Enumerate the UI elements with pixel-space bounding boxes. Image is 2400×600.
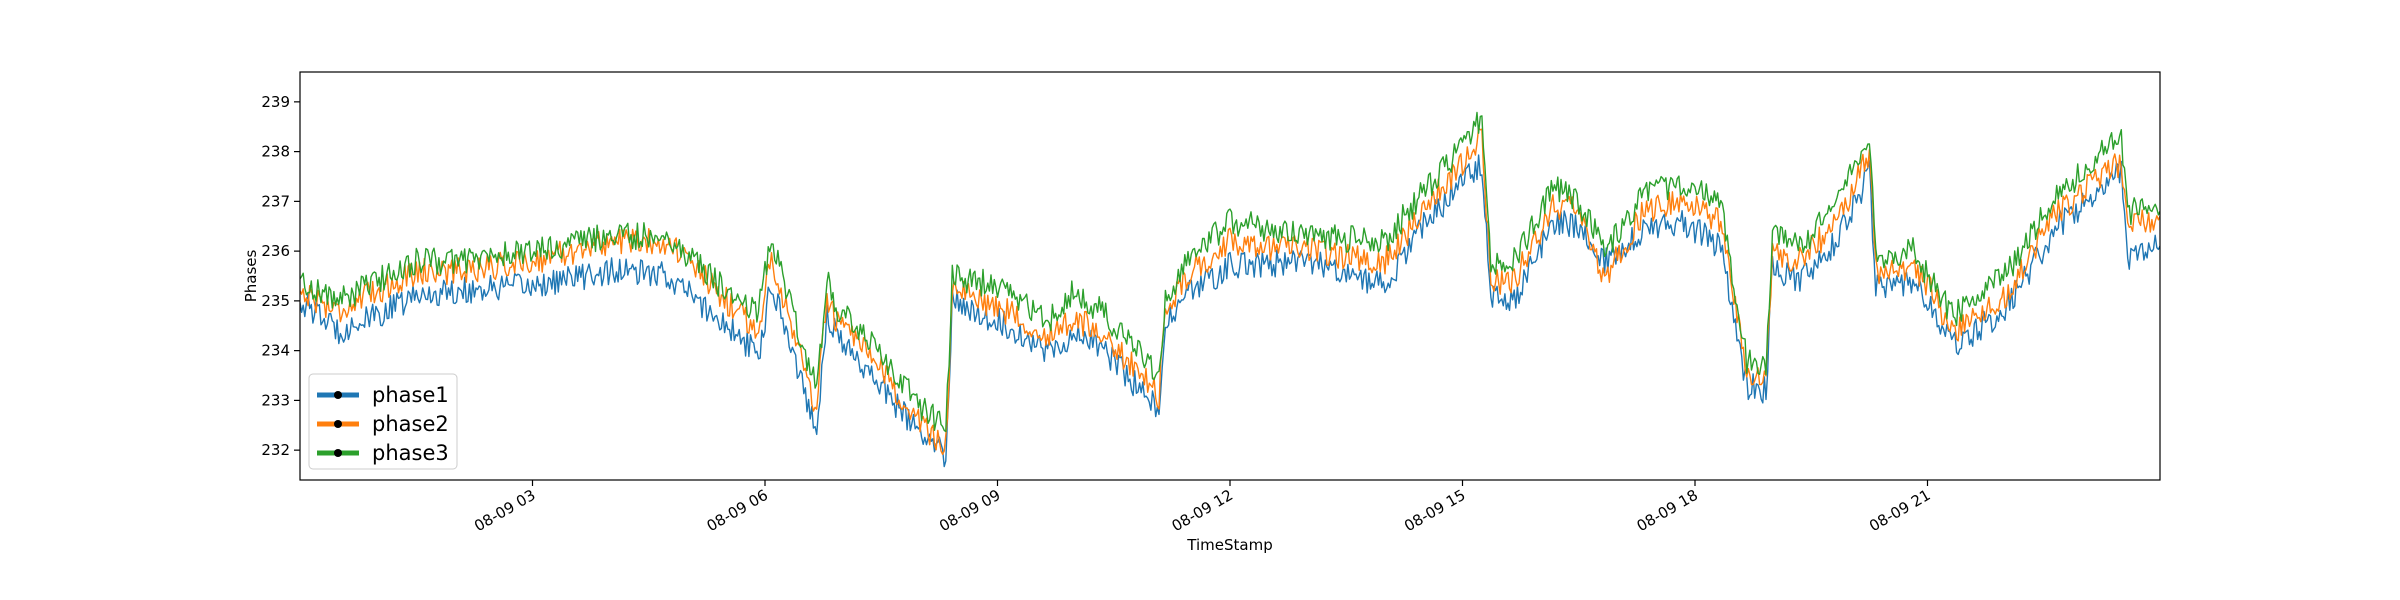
- y-axis-label: Phases: [242, 250, 260, 303]
- legend-box: [308, 373, 458, 470]
- x-tick-label: 08-09 18: [1634, 486, 1701, 535]
- series-line-phase2: [300, 127, 2160, 455]
- y-tick-label: 236: [261, 242, 290, 260]
- y-tick-label: 239: [261, 93, 290, 111]
- legend-marker-phase3: [334, 449, 342, 457]
- series-line-phase3: [300, 111, 2160, 433]
- x-tick-label: 08-09 21: [1866, 486, 1933, 535]
- x-tick-label: 08-09 09: [936, 486, 1003, 535]
- legend: phase1 phase2 phase3: [308, 373, 458, 470]
- y-tick-label: 238: [261, 143, 290, 161]
- legend-marker-phase2: [334, 420, 342, 428]
- legend-marker-phase1: [334, 391, 342, 399]
- y-tick-label: 237: [261, 192, 290, 210]
- x-tick-label: 08-09 03: [471, 486, 538, 535]
- legend-label-phase3: phase3: [372, 441, 449, 465]
- legend-label-phase1: phase1: [372, 383, 449, 407]
- legend-label-phase2: phase2: [372, 412, 449, 436]
- y-tick-label: 234: [261, 342, 290, 360]
- plot-frame: [299, 71, 2161, 481]
- y-tick-label: 235: [261, 292, 290, 310]
- x-tick-label: 08-09 15: [1401, 486, 1468, 535]
- y-tick-label: 233: [261, 391, 290, 409]
- x-tick-label: 08-09 12: [1169, 486, 1236, 535]
- x-axis-label: TimeStamp: [1186, 536, 1272, 554]
- x-tick-label: 08-09 06: [704, 486, 771, 535]
- y-tick-label: 232: [261, 441, 290, 459]
- plot-background: [300, 72, 2160, 480]
- series-layer: [300, 111, 2160, 468]
- series-line-phase1: [300, 154, 2160, 468]
